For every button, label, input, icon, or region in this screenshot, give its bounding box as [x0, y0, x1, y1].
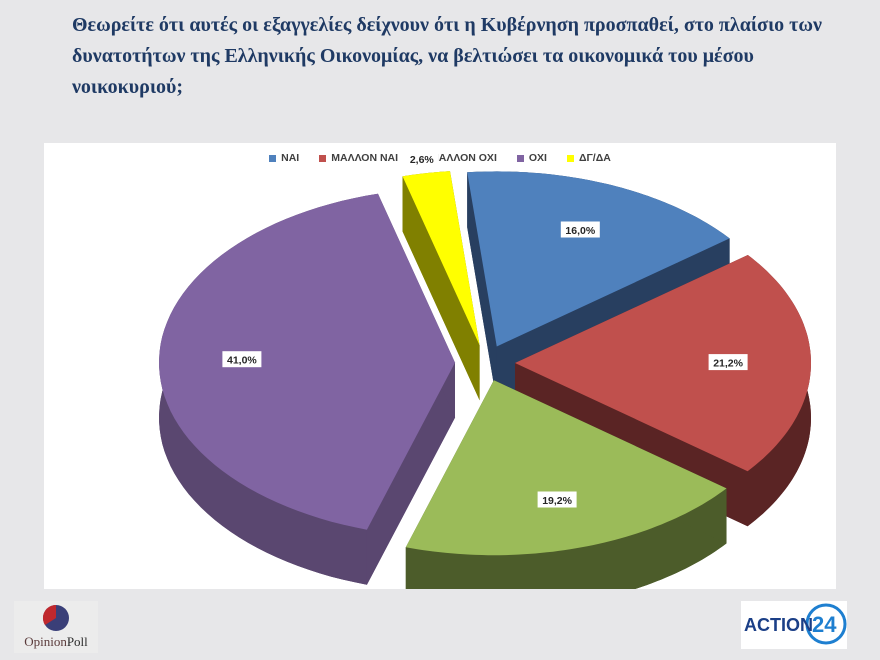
slice-labels: 16,0% 21,2% 19,2% 41,0% 2,6% — [222, 150, 748, 508]
data-label-bg-mallon-oxi — [537, 491, 577, 508]
action-text: ACTION — [744, 615, 813, 635]
slice-edge-oxi-0 — [366, 362, 456, 585]
legend-item-mallon-nai: ΜΑΛΛΟΝ ΝΑΙ — [319, 152, 398, 164]
logo-circle-icon — [42, 604, 69, 631]
legend-label: ΔΓ/ΔΑ — [578, 152, 611, 164]
data-label-nai: 16,0% — [565, 225, 595, 237]
legend-item-oxi: ΟΧΙ — [516, 152, 547, 164]
legend-label: ΟΧΙ — [528, 152, 547, 164]
pie-chart: 16,0% 21,2% 19,2% 41,0% 2,6% — [159, 150, 811, 589]
chart-panel: ΝΑΙ ΜΑΛΛΟΝ ΝΑΙ ΜΑΛΛΟΝ ΟΧΙ ΟΧΙ ΔΓ/ΔΑ 16,0… — [44, 143, 836, 589]
data-label-mallon-nai: 21,2% — [713, 358, 743, 370]
data-label-bg-nai — [560, 221, 600, 238]
logo-left-word-2: Poll — [66, 634, 88, 649]
data-label-bg-dg-da — [405, 150, 438, 167]
slice-oxi — [159, 193, 456, 530]
slice-dg-da — [402, 171, 480, 346]
data-label-bg-mallon-nai — [708, 354, 748, 371]
logo-left-text: OpinionPoll — [14, 634, 98, 650]
question-title: Θεωρείτε ότι αυτές οι εξαγγελίες δείχνου… — [72, 14, 822, 98]
slice-edge-dg-da-0 — [402, 176, 480, 401]
legend-item-dg-da: ΔΓ/ΔΑ — [566, 152, 611, 164]
logo-left-word-1: Opinion — [24, 634, 67, 649]
data-label-dg-da: 2,6% — [410, 154, 435, 166]
legend-swatch — [516, 154, 524, 162]
slice-mallon-nai — [515, 255, 811, 472]
opinion-poll-logo: OpinionPoll — [14, 601, 98, 653]
action24-logo: ACTION 24 — [741, 601, 847, 649]
legend-item-nai: ΝΑΙ — [269, 152, 299, 164]
legend-swatch — [319, 154, 327, 162]
legend-swatch — [269, 154, 277, 162]
slice-mallon-oxi — [405, 380, 727, 556]
chart-legend: ΝΑΙ ΜΑΛΛΟΝ ΝΑΙ ΜΑΛΛΟΝ ΟΧΙ ΟΧΙ ΔΓ/ΔΑ — [44, 152, 836, 164]
action-number: 24 — [812, 612, 837, 637]
slice-edge-nai-0 — [467, 172, 497, 402]
legend-label: ΜΑΛΛΟΝ ΝΑΙ — [331, 152, 399, 164]
slice-nai — [467, 171, 730, 347]
action24-logo-mark: ACTION 24 — [744, 603, 847, 645]
data-label-bg-oxi — [222, 351, 262, 368]
slice-tops — [159, 171, 811, 556]
legend-label: ΜΑΛΛΟΝ ΟΧΙ — [430, 152, 497, 164]
data-label-mallon-oxi: 19,2% — [542, 495, 572, 507]
slice-side-mallon-oxi — [405, 488, 727, 589]
legend-label: ΝΑΙ — [281, 152, 300, 164]
data-label-oxi: 41,0% — [227, 355, 257, 367]
legend-swatch — [566, 154, 574, 162]
